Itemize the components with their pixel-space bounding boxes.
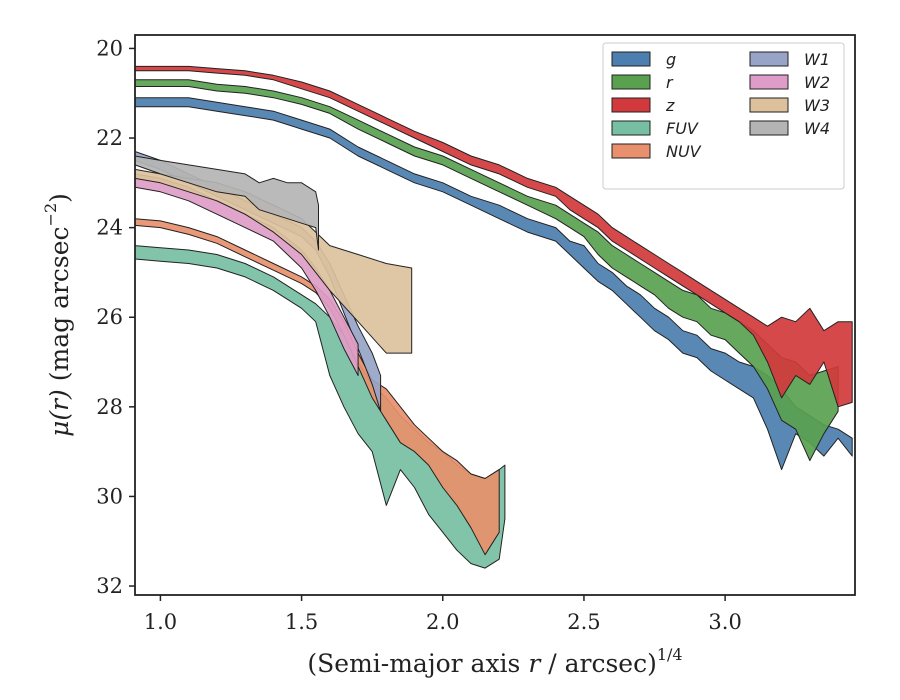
legend-label-z: z (665, 96, 675, 115)
x-tick-label: 1.0 (144, 610, 177, 634)
y-tick-label: 22 (96, 126, 123, 150)
y-tick-label: 24 (96, 216, 123, 240)
legend-swatch-fuv (611, 120, 651, 136)
band-r (134, 79, 839, 462)
legend-label-r: r (666, 73, 674, 92)
x-tick-label: 2.5 (567, 610, 600, 634)
legend-swatch-w2 (749, 74, 789, 90)
x-axis: 1.0 1.5 2.0 2.5 3.0 (144, 595, 742, 634)
x-axis-label: (Semi-major axis r / arcsec)1/4 (307, 645, 682, 678)
legend-label-nuv: NUV (666, 142, 702, 161)
band-z (134, 65, 853, 408)
legend-swatch-w4 (749, 120, 789, 136)
legend-swatch-w3 (749, 97, 789, 113)
legend-label-w3: W3 (804, 96, 830, 115)
legend-swatch-nuv (611, 143, 651, 159)
band-w4 (134, 155, 319, 251)
y-axis: 20 22 24 26 28 30 32 (96, 36, 135, 598)
x-tick-label: 3.0 (708, 610, 741, 634)
legend-swatch-g (611, 51, 651, 67)
y-axis-label: μ(r) (mag arcsec−2) (41, 193, 74, 437)
legend: grz FUV NUV W1 W2 W3 W4 (602, 42, 845, 190)
y-tick-label: 20 (96, 36, 123, 60)
legend-label-w4: W4 (804, 119, 830, 138)
band-fuv (134, 245, 506, 569)
bands-layer (134, 65, 853, 569)
band-g (134, 97, 853, 471)
plot-frame (134, 34, 856, 596)
legend-label-w1: W1 (804, 50, 830, 69)
legend-label-fuv: FUV (666, 119, 699, 138)
x-tick-label: 1.5 (285, 610, 318, 634)
x-tick-label: 2.0 (426, 610, 459, 634)
legend-swatch-r (611, 74, 651, 90)
y-tick-label: 26 (96, 305, 123, 329)
y-tick-label: 28 (96, 395, 123, 419)
legend-label-g: g (666, 50, 676, 69)
legend-swatch-z (611, 97, 651, 113)
y-tick-label: 32 (96, 574, 123, 598)
y-tick-label: 30 (96, 484, 123, 508)
legend-swatch-w1 (749, 51, 789, 67)
legend-label-w2: W2 (804, 73, 830, 92)
